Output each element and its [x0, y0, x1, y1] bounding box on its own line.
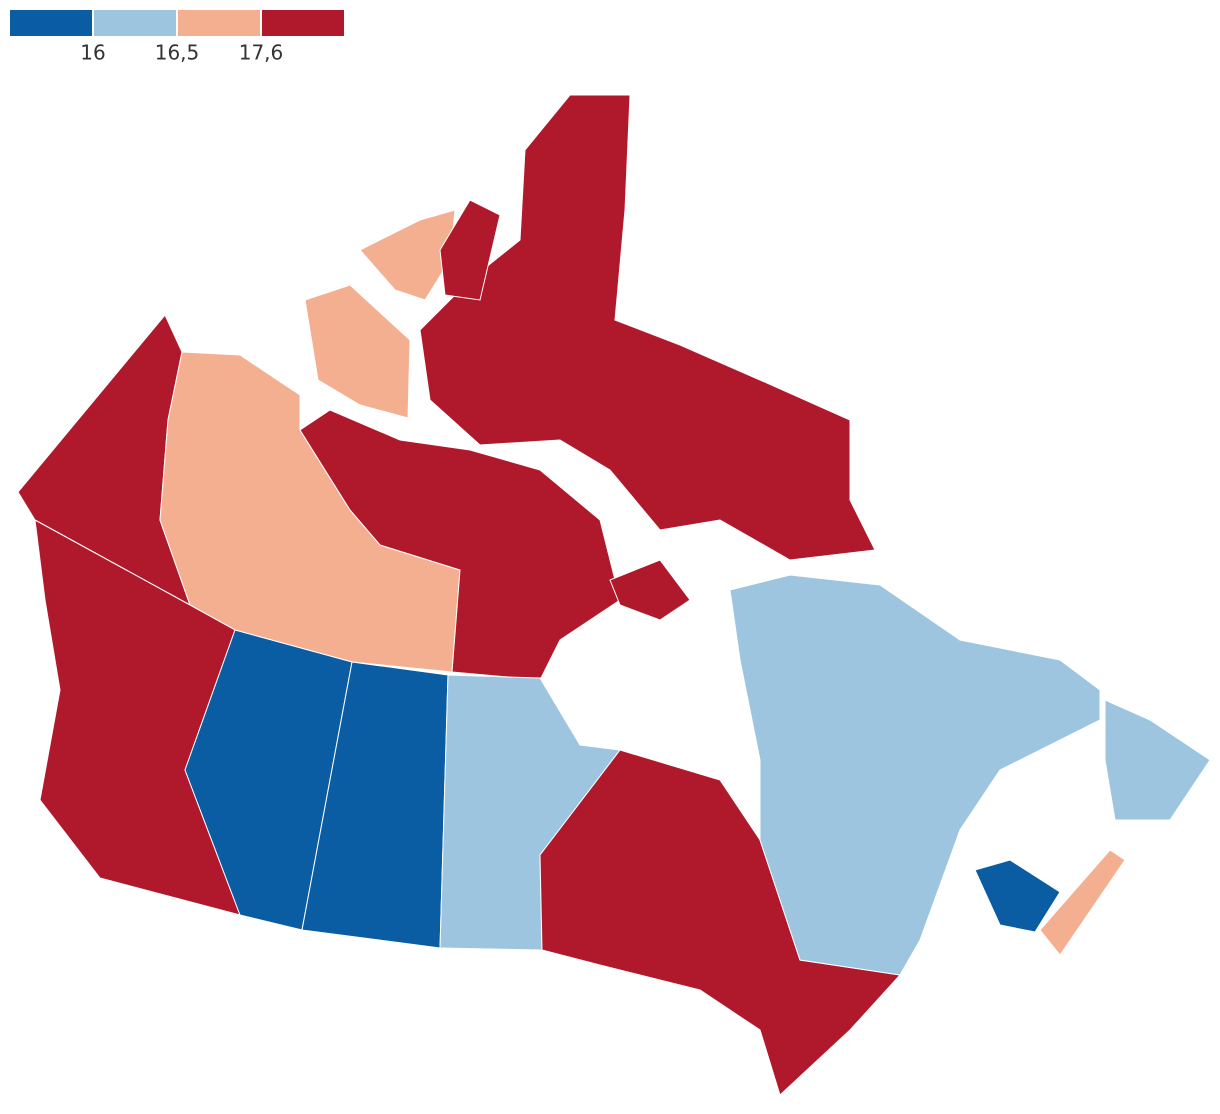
region [729, 574, 1101, 976]
region [1104, 699, 1211, 821]
region [419, 94, 876, 561]
regions [17, 94, 1211, 1096]
legend-swatch [10, 10, 92, 36]
region [299, 409, 621, 681]
region [609, 559, 691, 621]
legend-swatch [262, 10, 344, 36]
legend-swatch [178, 10, 260, 36]
region [1039, 849, 1126, 956]
region [184, 629, 353, 931]
legend-swatch [94, 10, 176, 36]
region [304, 284, 411, 419]
legend-tick-label: 16,5 [155, 41, 200, 65]
region [34, 519, 241, 916]
region [974, 859, 1061, 933]
legend: 16 16,5 17,6 [10, 10, 344, 65]
legend-tick-label: 16 [80, 41, 105, 65]
legend-tick-label: 17,6 [239, 41, 284, 65]
region [439, 199, 501, 301]
